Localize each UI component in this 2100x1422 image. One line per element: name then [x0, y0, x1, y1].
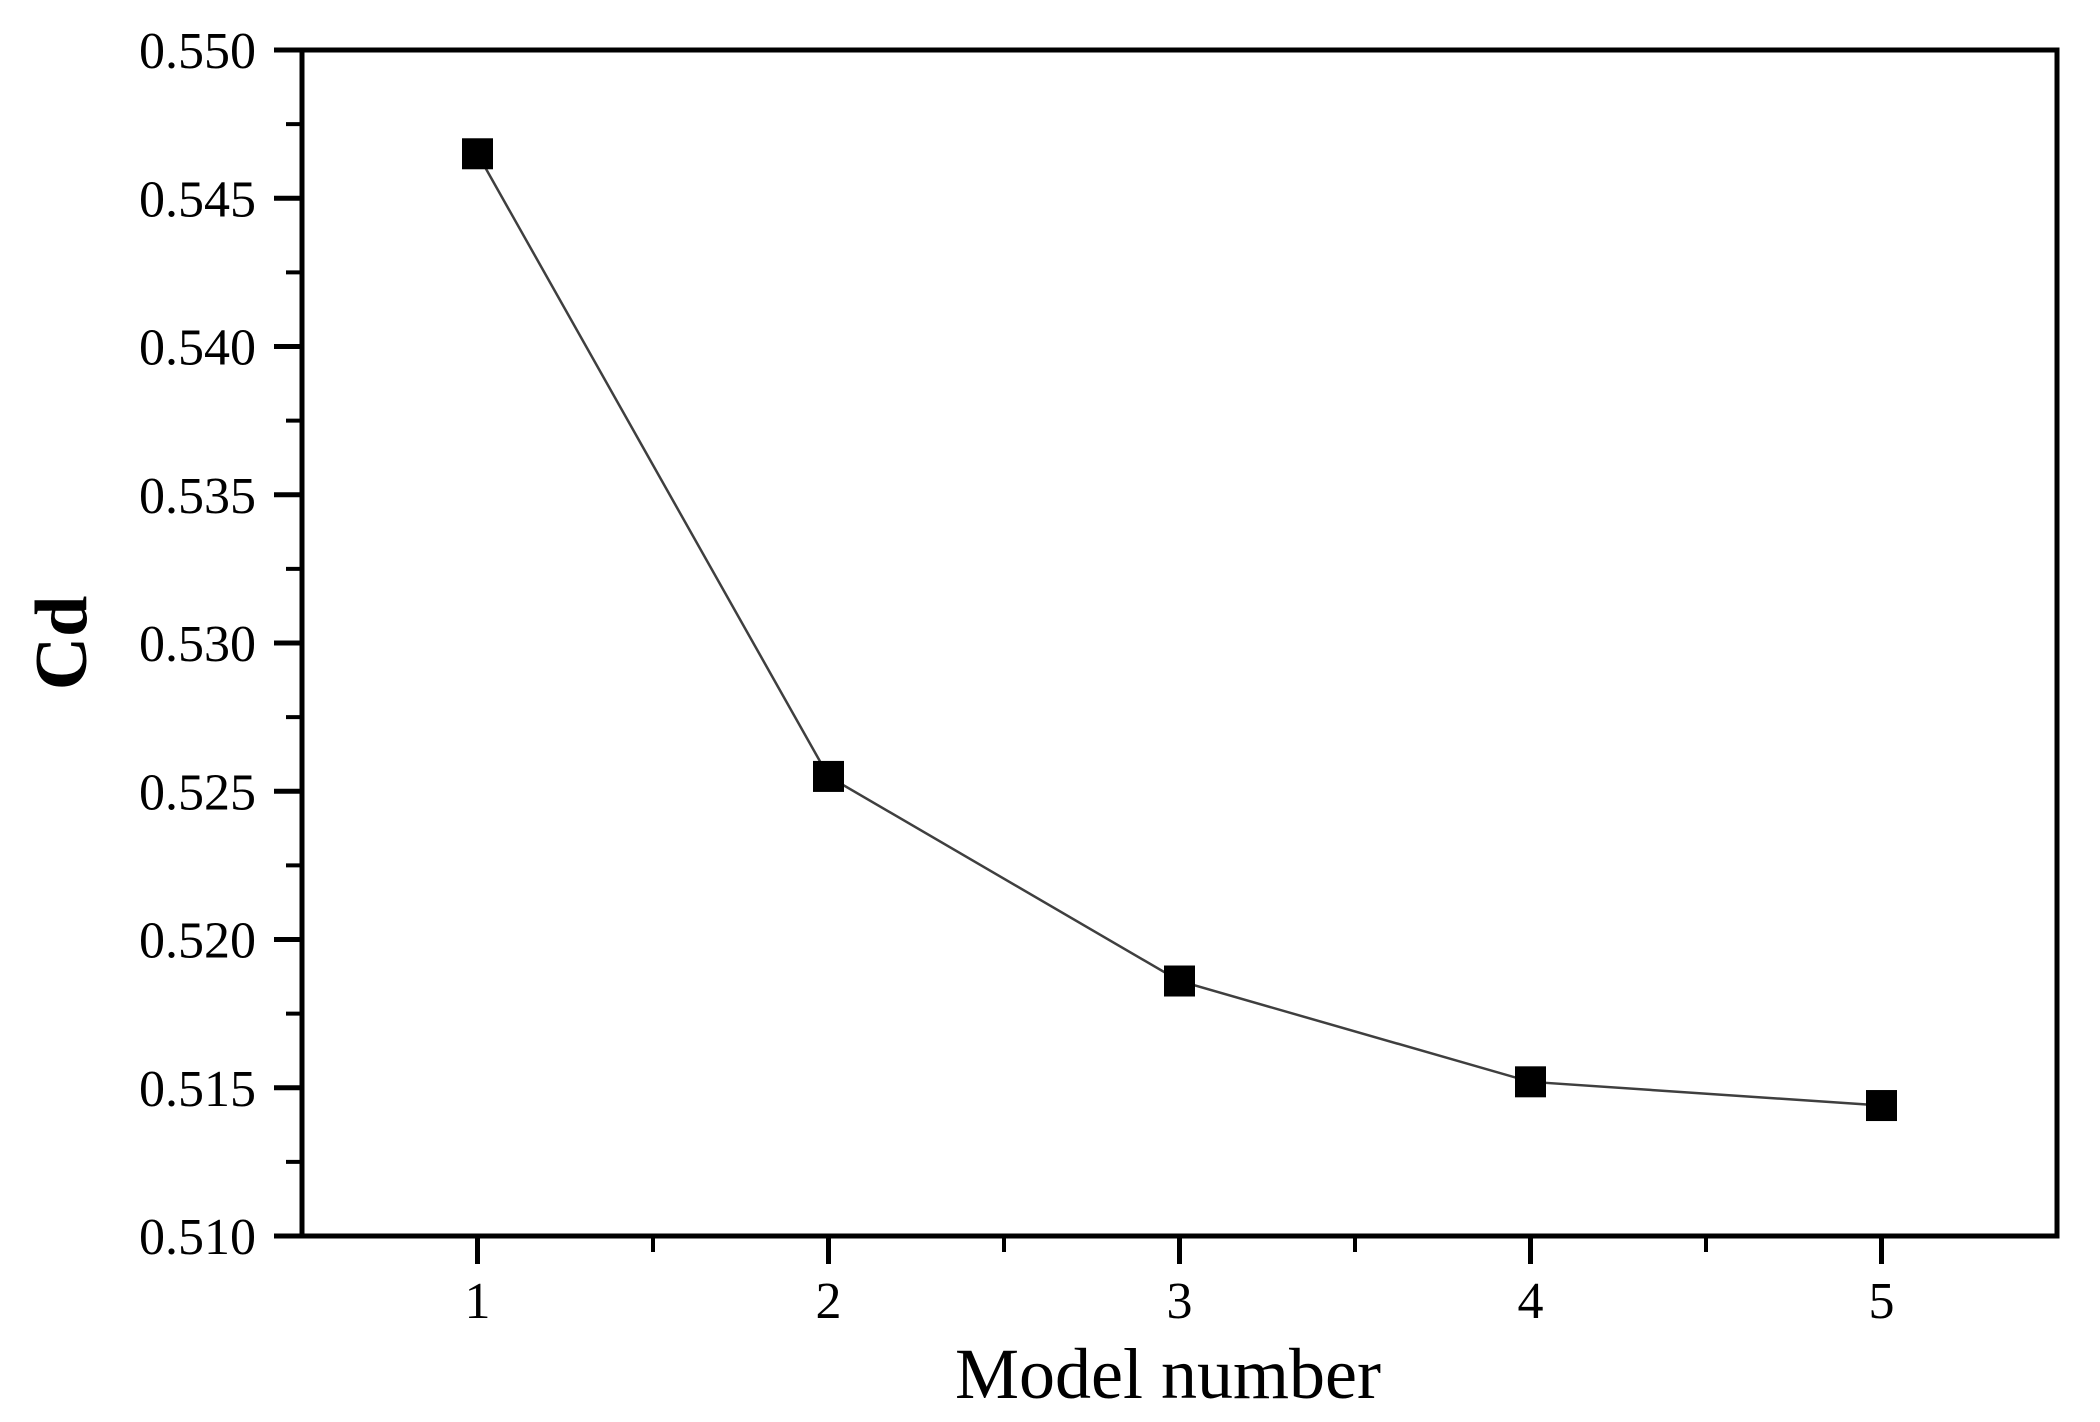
x-tick-label: 4 [1518, 1273, 1544, 1330]
y-tick-label: 0.550 [139, 23, 256, 80]
y-tick-label: 0.510 [139, 1209, 256, 1266]
x-tick-label: 1 [465, 1273, 491, 1330]
data-point-marker [813, 760, 844, 792]
y-tick-label: 0.515 [139, 1061, 256, 1118]
y-axis-title: Cd [21, 595, 103, 691]
x-tick-label: 2 [816, 1273, 842, 1330]
data-point-marker [1515, 1066, 1546, 1098]
plot-frame [299, 47, 2060, 1239]
y-tick-label: 0.525 [139, 764, 256, 821]
x-tick-label: 5 [1869, 1273, 1895, 1330]
data-point-marker [462, 138, 493, 170]
data-point-marker [1164, 965, 1195, 997]
data-point-marker [1866, 1090, 1897, 1122]
y-tick-label: 0.545 [139, 171, 256, 228]
x-tick-label: 3 [1167, 1273, 1193, 1330]
y-tick-label: 0.540 [139, 320, 256, 377]
series-line [476, 153, 1882, 1107]
y-tick-label: 0.530 [139, 616, 256, 673]
y-tick-label: 0.535 [139, 468, 256, 525]
y-tick-label: 0.520 [139, 913, 256, 970]
x-axis-title: Model number [955, 1334, 1381, 1414]
